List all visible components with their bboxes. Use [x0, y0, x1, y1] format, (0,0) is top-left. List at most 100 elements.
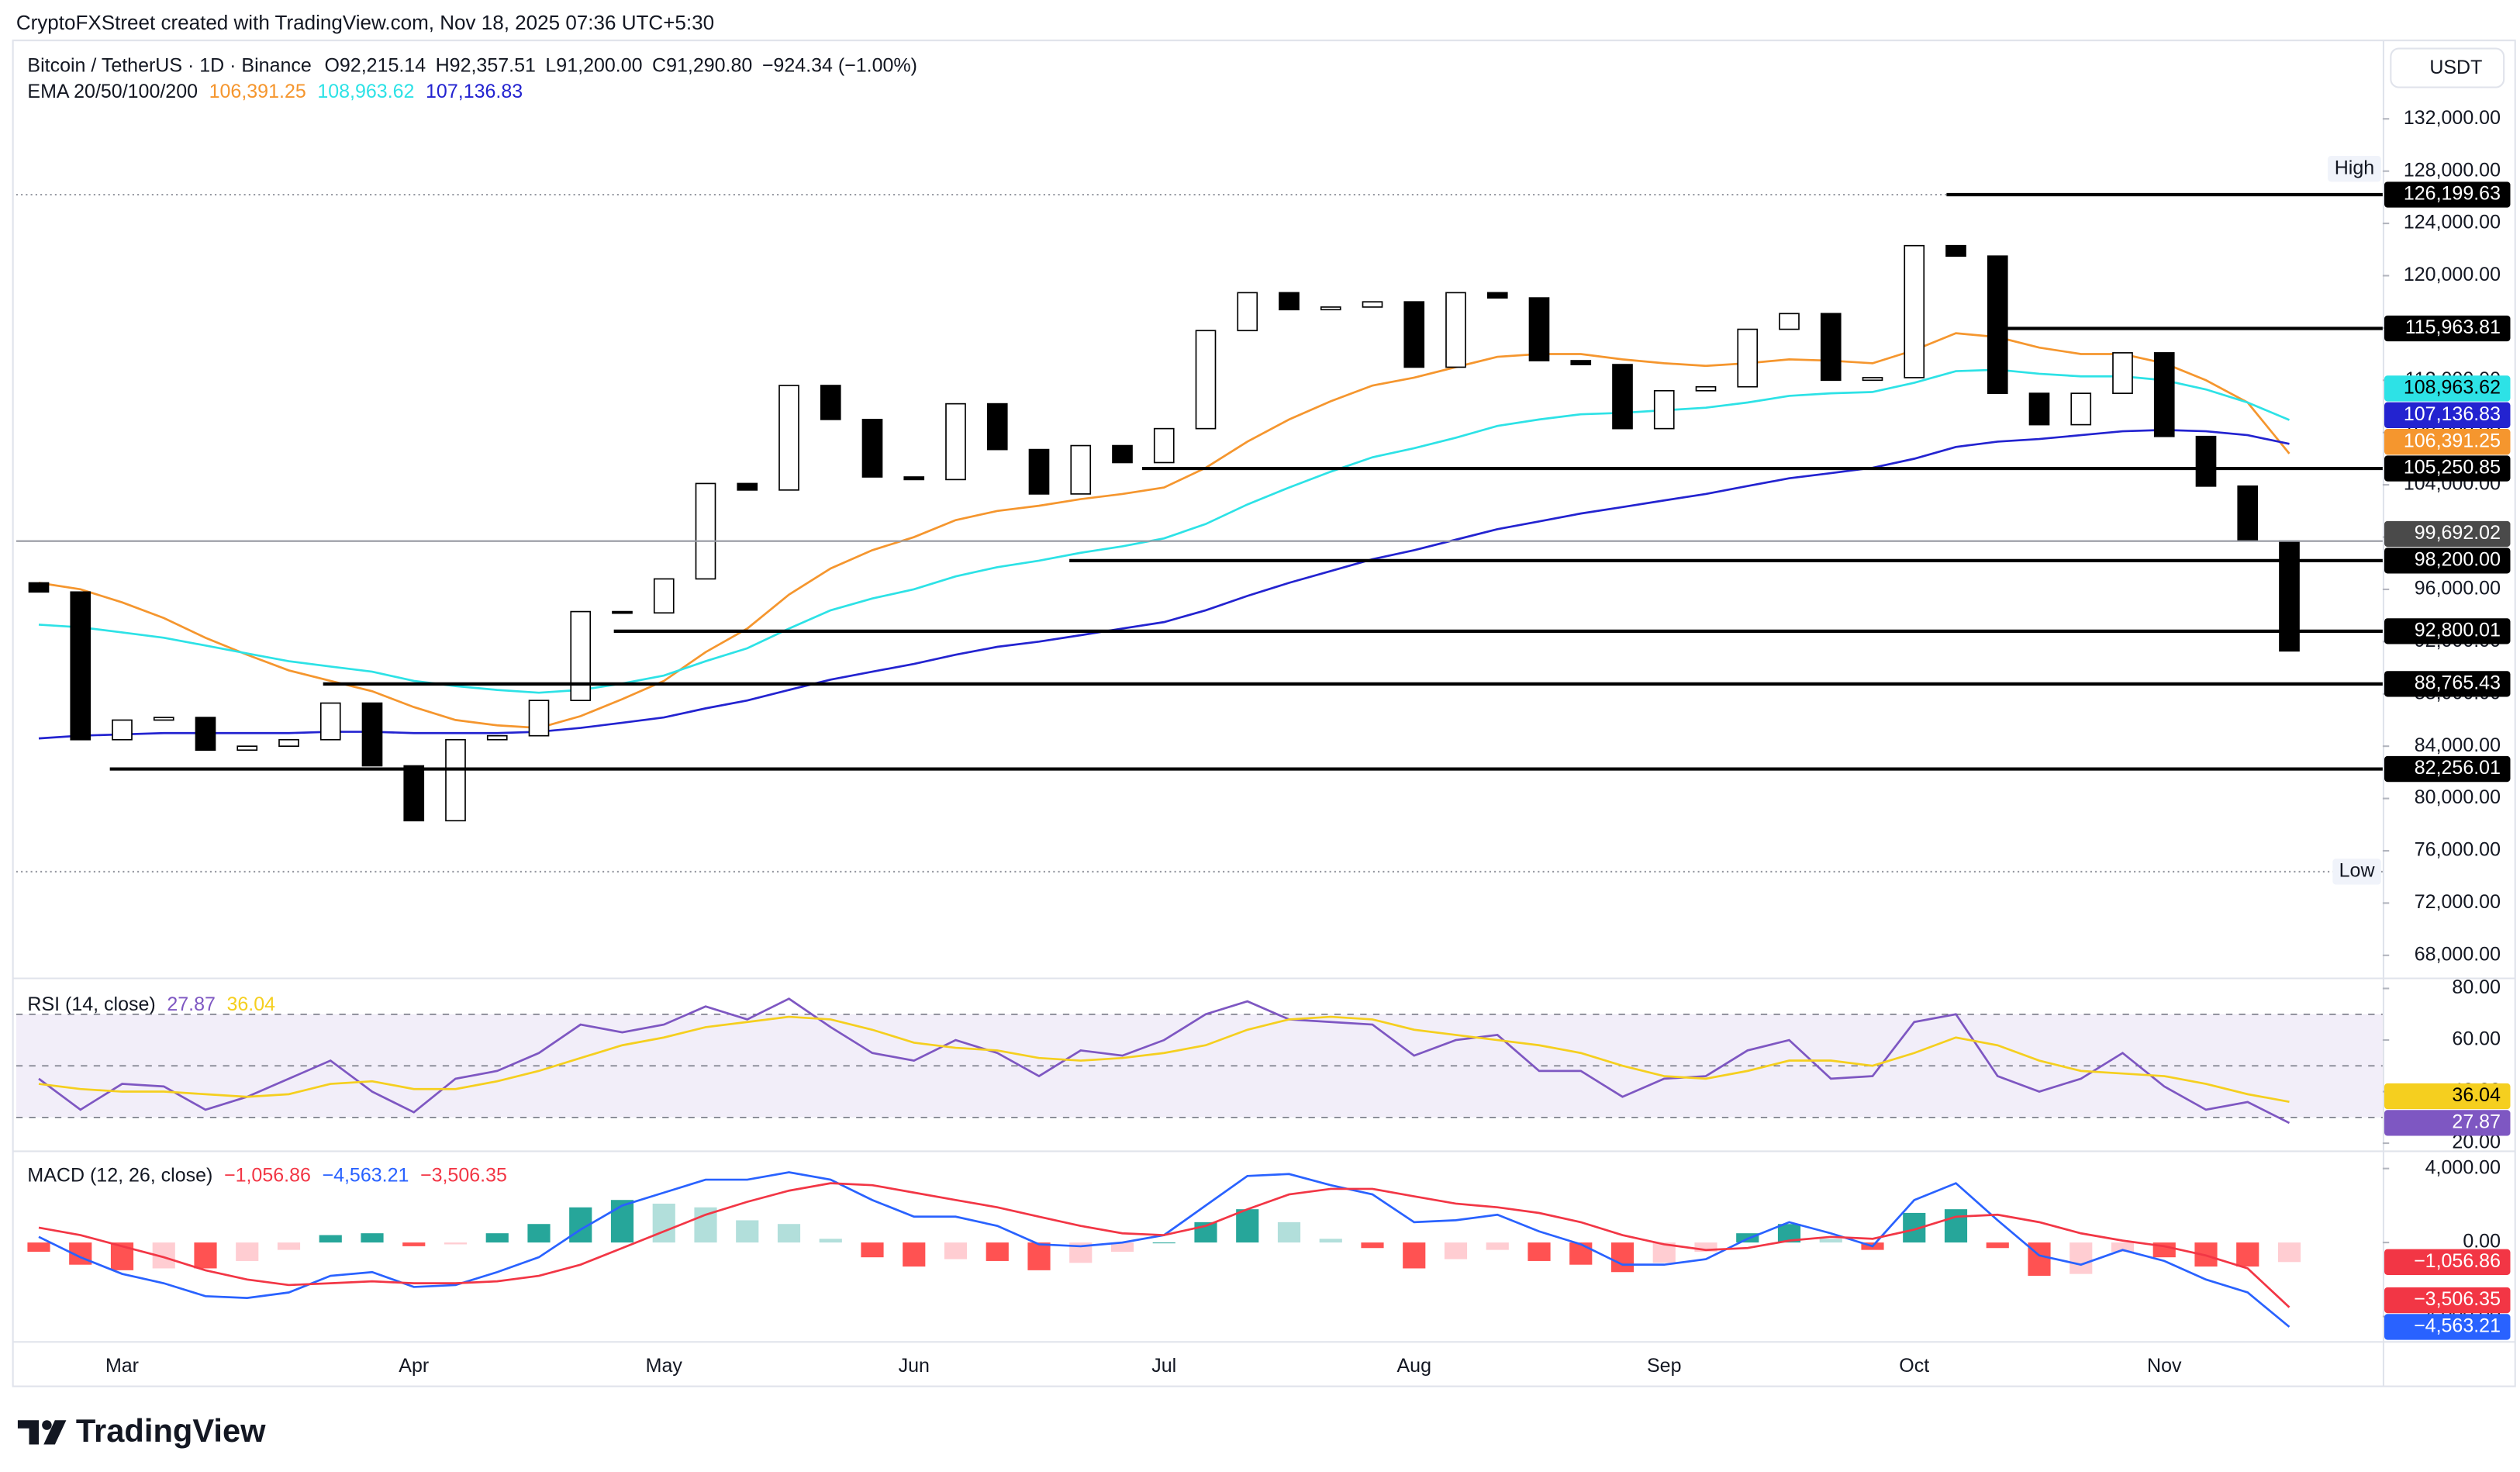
candle-body [486, 734, 508, 741]
histogram-bar [2236, 1242, 2259, 1267]
histogram-bar [1528, 1242, 1551, 1261]
histogram-bar [1319, 1239, 1342, 1243]
candle-body [1653, 389, 1675, 430]
y-tick-label: 4,000.00 [2425, 1156, 2501, 1178]
price-label-box [2384, 1083, 2511, 1110]
y-tick-label: 132,000.00 [2404, 107, 2501, 129]
histogram-bar [903, 1242, 926, 1267]
price-label-box [2384, 548, 2511, 574]
histogram-bar [2070, 1242, 2093, 1274]
histogram-bar [986, 1242, 1009, 1261]
candle-body [361, 702, 383, 767]
candle-body [1237, 292, 1258, 332]
histogram-bar [2277, 1242, 2301, 1263]
ohlc-change: −924.34 (−1.00%) [762, 54, 917, 76]
ohlc-close: C91,290.80 [652, 54, 752, 76]
candle-body [1070, 444, 1092, 495]
candle-body [28, 582, 50, 593]
candle-body [1737, 328, 1759, 388]
candle-body [945, 403, 966, 481]
macd-value: −1,056.86 [224, 1164, 311, 1186]
x-tick-label: Oct [1899, 1355, 1929, 1377]
price-label-box [2384, 1110, 2511, 1136]
x-tick-label: Mar [105, 1355, 139, 1377]
price-label: 105,250.85 [2404, 457, 2501, 479]
price-label-box [2384, 1249, 2511, 1275]
price-label: 36.04 [2452, 1084, 2501, 1106]
logo-shape [17, 1420, 39, 1445]
candle-body [236, 745, 258, 752]
candle-body [1279, 292, 1300, 311]
y-tick-label: 0.00 [2463, 1231, 2501, 1253]
y-tick-label: 124,000.00 [2404, 212, 2501, 233]
candle-body [737, 482, 758, 491]
y-tick-label: 84,000.00 [2415, 734, 2501, 756]
candle-body [2112, 352, 2133, 394]
price-label: 92,800.01 [2415, 619, 2501, 641]
x-tick-label: Apr [399, 1355, 429, 1377]
candle-body [528, 700, 550, 737]
y-tick-label: 120,000.00 [2404, 264, 2501, 285]
candle-body [278, 738, 299, 748]
candle-body [1904, 244, 1925, 378]
histogram-bar [444, 1242, 468, 1245]
rsi-value: 36.04 [226, 993, 275, 1014]
currency-box[interactable] [2390, 47, 2505, 88]
price-label: 82,256.01 [2415, 757, 2501, 779]
price-label-box [2384, 671, 2511, 697]
x-tick-label: Sep [1647, 1355, 1681, 1377]
candle-body [1486, 292, 1508, 299]
ema-value: 107,136.83 [426, 80, 523, 102]
histogram-bar [485, 1233, 509, 1243]
price-label: 107,136.83 [2404, 403, 2501, 425]
histogram-bar [1277, 1221, 1301, 1243]
price-label: 106,391.25 [2404, 430, 2501, 451]
ema-title: EMA 20/50/100/200 [27, 80, 198, 102]
candle-body [986, 403, 1008, 451]
candle-body [1612, 364, 1633, 430]
candle-body [1528, 297, 1550, 361]
candle-body [2153, 352, 2175, 437]
histogram-bar [944, 1242, 968, 1259]
histogram-bar [819, 1239, 842, 1243]
ohlc-high: H92,357.51 [436, 54, 536, 76]
low-label-box [2332, 859, 2381, 885]
histogram-bar [402, 1242, 426, 1246]
histogram-bar [861, 1242, 884, 1258]
price-label: 27.87 [2452, 1111, 2501, 1132]
histogram-bar [1819, 1239, 1842, 1243]
histogram-bar [1027, 1242, 1051, 1270]
price-label-box [2384, 181, 2511, 208]
candle-body [70, 591, 91, 741]
y-tick-label: 68,000.00 [2415, 943, 2501, 965]
candle-body [2237, 485, 2259, 542]
rsi-value: 27.87 [167, 993, 216, 1014]
price-label-box [2384, 520, 2511, 548]
indicator-line [38, 1171, 2290, 1328]
histogram-bar [194, 1242, 217, 1269]
candle-body [1028, 448, 1050, 495]
histogram-bar [1236, 1209, 1259, 1243]
ohlc-open: O92,215.14 [324, 54, 426, 76]
watermark: CryptoFXStreet created with TradingView.… [16, 11, 714, 34]
x-tick-label: Aug [1397, 1355, 1431, 1377]
candle-body [1987, 255, 2008, 394]
indicator-line [38, 997, 2290, 1125]
ema-legend: EMA 20/50/100/200 106,391.25 108,963.62 107… [27, 80, 523, 102]
candle-body [112, 719, 133, 741]
pane [27, 1171, 2301, 1328]
indicator-line [38, 368, 2290, 694]
low-label: Low [2339, 860, 2376, 882]
histogram-bar [527, 1224, 551, 1243]
histogram-bar [1944, 1209, 1968, 1243]
price-label-box [2384, 618, 2511, 644]
histogram-bar [652, 1204, 675, 1243]
chart-frame [12, 40, 2516, 1387]
price-label-box [2384, 375, 2511, 402]
y-tick-label: 96,000.00 [2415, 578, 2501, 600]
logo-shape [42, 1420, 52, 1430]
candle-body [2195, 435, 2217, 487]
currency[interactable]: USDT [2429, 57, 2482, 78]
